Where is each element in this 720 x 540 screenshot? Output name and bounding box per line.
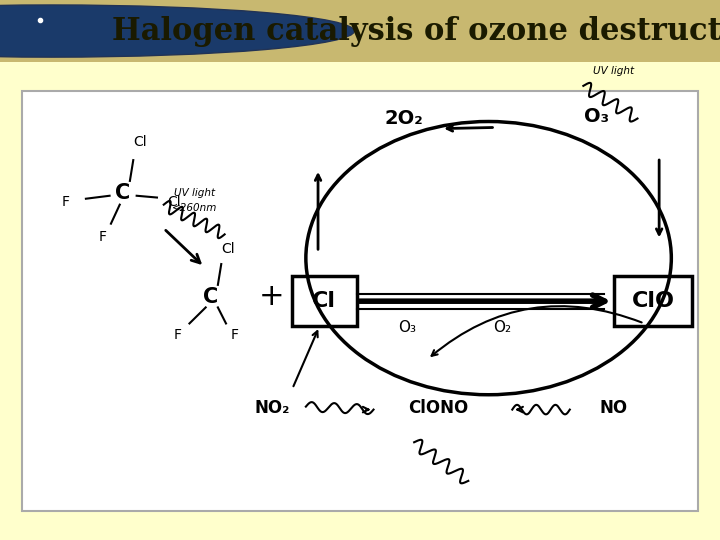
Text: ClONO: ClONO: [408, 399, 468, 416]
FancyBboxPatch shape: [613, 276, 692, 326]
Text: F: F: [174, 328, 181, 342]
Text: C: C: [115, 183, 131, 203]
Text: Cl: Cl: [221, 242, 235, 256]
Text: O₃: O₃: [398, 320, 416, 335]
Text: 2O₂: 2O₂: [384, 110, 423, 129]
Text: O₃: O₃: [585, 106, 609, 125]
Text: O₂: O₂: [493, 320, 511, 335]
Text: <260nm: <260nm: [171, 202, 217, 213]
Text: NO₂: NO₂: [254, 399, 289, 416]
Text: +: +: [259, 282, 285, 311]
FancyBboxPatch shape: [292, 276, 356, 326]
Text: UV light: UV light: [593, 66, 634, 76]
Text: Cl: Cl: [133, 136, 147, 149]
Text: Cl: Cl: [312, 291, 336, 311]
FancyBboxPatch shape: [0, 0, 720, 62]
Text: Halogen catalysis of ozone destruction: Halogen catalysis of ozone destruction: [112, 16, 720, 46]
Circle shape: [0, 5, 354, 57]
Text: ClO: ClO: [631, 291, 675, 311]
Text: F: F: [99, 231, 107, 244]
Text: F: F: [231, 328, 239, 342]
Text: UV light: UV light: [174, 188, 215, 198]
Text: C: C: [204, 287, 219, 307]
Text: Cl: Cl: [167, 195, 181, 208]
Text: F: F: [62, 195, 70, 208]
Text: NO: NO: [600, 399, 628, 416]
FancyBboxPatch shape: [22, 91, 698, 511]
